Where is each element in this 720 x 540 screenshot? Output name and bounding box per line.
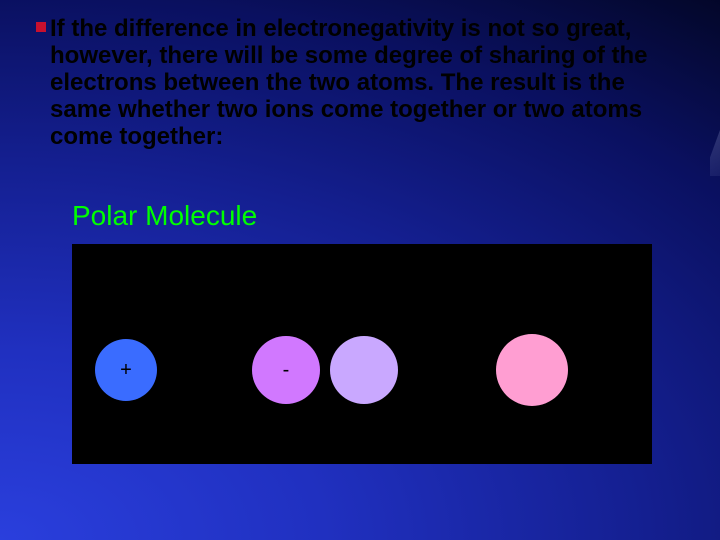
atom-neutral-a	[330, 336, 398, 404]
atom-cation: +	[95, 339, 157, 401]
bullet-marker	[36, 22, 46, 32]
bullet-text: If the difference in electronegativity i…	[50, 16, 680, 150]
subtitle-polar-molecule: Polar Molecule	[72, 200, 257, 232]
diagram-area: +-	[72, 244, 652, 464]
atom-anion: -	[252, 336, 320, 404]
atom-cation-sign: +	[120, 360, 132, 380]
slide: If the difference in electronegativity i…	[0, 0, 720, 540]
bullet-block: If the difference in electronegativity i…	[36, 16, 680, 150]
atom-anion-sign: -	[283, 360, 290, 380]
atom-neutral-b	[496, 334, 568, 406]
corner-light-accent	[710, 116, 720, 176]
